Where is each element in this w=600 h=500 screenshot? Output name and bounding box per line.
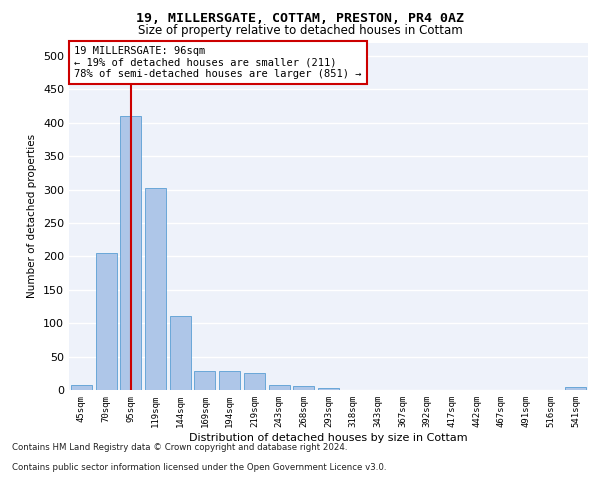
- Text: Size of property relative to detached houses in Cottam: Size of property relative to detached ho…: [137, 24, 463, 37]
- Y-axis label: Number of detached properties: Number of detached properties: [28, 134, 37, 298]
- Text: Contains public sector information licensed under the Open Government Licence v3: Contains public sector information licen…: [12, 462, 386, 471]
- Text: 19 MILLERSGATE: 96sqm
← 19% of detached houses are smaller (211)
78% of semi-det: 19 MILLERSGATE: 96sqm ← 19% of detached …: [74, 46, 362, 79]
- Bar: [293, 386, 314, 390]
- Text: 19, MILLERSGATE, COTTAM, PRESTON, PR4 0AZ: 19, MILLERSGATE, COTTAM, PRESTON, PR4 0A…: [136, 12, 464, 26]
- Bar: [244, 374, 265, 390]
- Bar: [194, 370, 215, 390]
- Bar: [71, 384, 92, 390]
- Bar: [565, 388, 586, 390]
- X-axis label: Distribution of detached houses by size in Cottam: Distribution of detached houses by size …: [189, 432, 468, 442]
- Text: Contains HM Land Registry data © Crown copyright and database right 2024.: Contains HM Land Registry data © Crown c…: [12, 442, 347, 452]
- Bar: [120, 116, 141, 390]
- Bar: [170, 316, 191, 390]
- Bar: [219, 370, 240, 390]
- Bar: [318, 388, 339, 390]
- Bar: [145, 188, 166, 390]
- Bar: [269, 386, 290, 390]
- Bar: [95, 253, 116, 390]
